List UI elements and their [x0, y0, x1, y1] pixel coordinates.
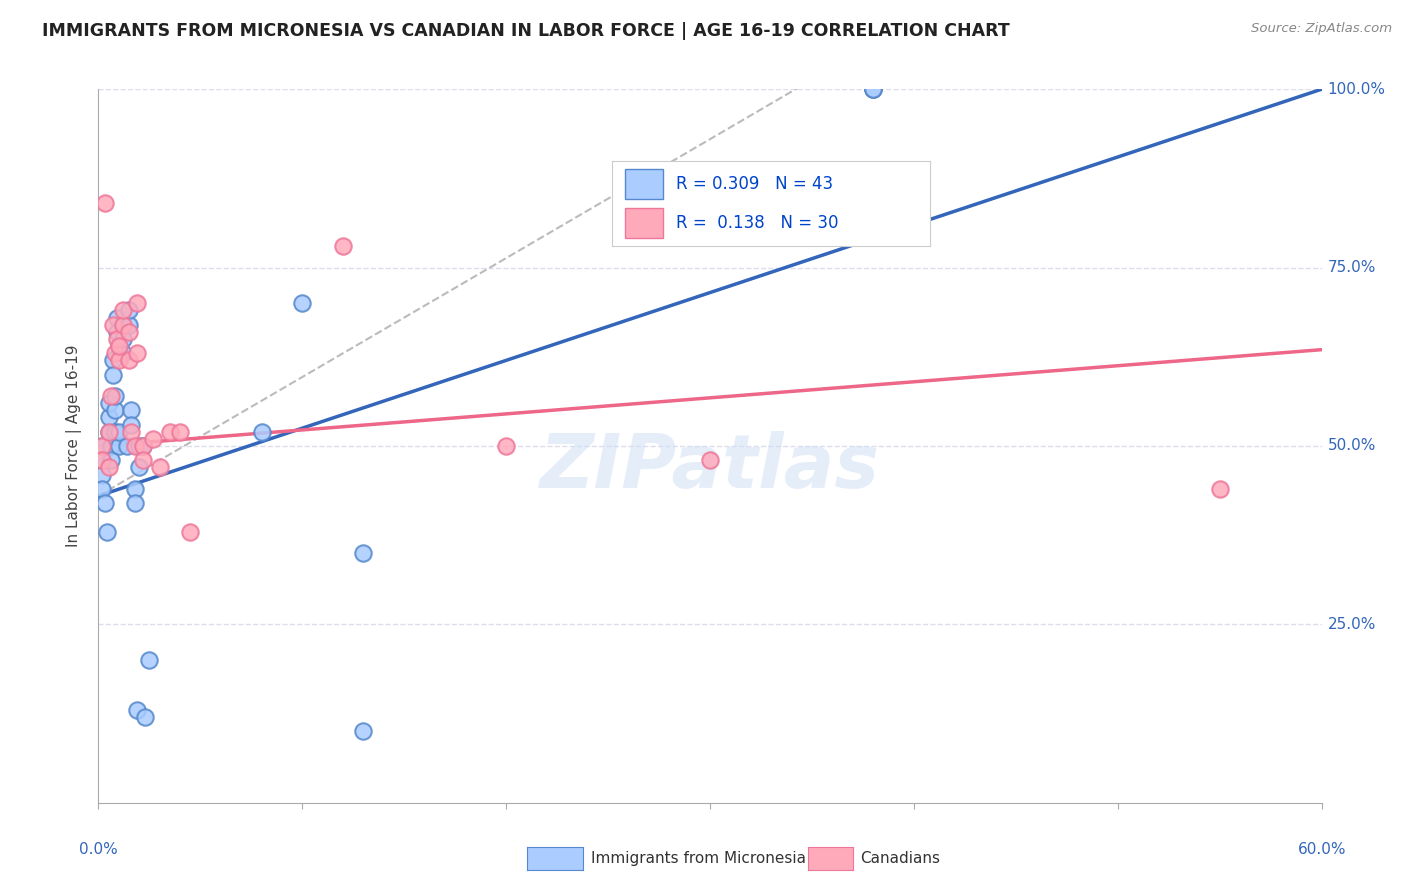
Text: R =  0.138   N = 30: R = 0.138 N = 30 — [676, 214, 838, 232]
Point — [91, 453, 114, 467]
Point — [108, 339, 131, 353]
Text: 75.0%: 75.0% — [1327, 260, 1376, 275]
Point — [91, 453, 114, 467]
Point — [97, 460, 120, 475]
Point — [96, 524, 118, 539]
Point — [105, 310, 128, 325]
Point — [332, 239, 354, 253]
Point — [111, 303, 134, 318]
Text: Source: ZipAtlas.com: Source: ZipAtlas.com — [1251, 22, 1392, 36]
Point — [118, 303, 141, 318]
Point — [97, 396, 120, 410]
Point — [120, 425, 142, 439]
Bar — [624, 169, 664, 199]
Point — [699, 453, 721, 467]
Point — [127, 346, 149, 360]
Point — [104, 389, 127, 403]
Text: IMMIGRANTS FROM MICRONESIA VS CANADIAN IN LABOR FORCE | AGE 16-19 CORRELATION CH: IMMIGRANTS FROM MICRONESIA VS CANADIAN I… — [42, 22, 1010, 40]
Point — [91, 439, 114, 453]
Point — [1209, 482, 1232, 496]
Point — [97, 425, 120, 439]
Point — [91, 439, 114, 453]
Text: 25.0%: 25.0% — [1327, 617, 1376, 632]
Point — [91, 482, 114, 496]
Point — [105, 325, 128, 339]
Point — [118, 325, 141, 339]
Point — [132, 439, 155, 453]
Point — [124, 496, 146, 510]
Point — [169, 425, 191, 439]
Text: R = 0.309   N = 43: R = 0.309 N = 43 — [676, 175, 832, 193]
Point — [111, 318, 134, 332]
Point — [159, 425, 181, 439]
Point — [105, 332, 128, 346]
Point — [134, 710, 156, 724]
Text: Immigrants from Micronesia: Immigrants from Micronesia — [591, 851, 806, 866]
Point — [352, 724, 374, 739]
Text: 100.0%: 100.0% — [1327, 82, 1386, 96]
Point — [108, 439, 131, 453]
Point — [179, 524, 201, 539]
Point — [132, 439, 155, 453]
Point — [97, 425, 120, 439]
Point — [124, 439, 146, 453]
Point — [352, 546, 374, 560]
Point — [104, 403, 127, 417]
Point — [108, 353, 131, 368]
Point — [101, 318, 124, 332]
Point — [138, 653, 160, 667]
Point — [115, 439, 138, 453]
Bar — [624, 208, 664, 237]
Point — [111, 332, 134, 346]
Point — [120, 417, 142, 432]
Point — [128, 460, 150, 475]
Point — [97, 410, 120, 425]
Text: Canadians: Canadians — [860, 851, 941, 866]
Point — [250, 425, 273, 439]
Point — [120, 403, 142, 417]
Point — [862, 82, 884, 96]
Point — [93, 496, 115, 510]
Point — [104, 425, 127, 439]
Point — [111, 346, 134, 360]
Point — [118, 318, 141, 332]
Point — [104, 346, 127, 360]
Text: 0.0%: 0.0% — [79, 842, 118, 857]
Point — [91, 467, 114, 482]
Point — [118, 353, 141, 368]
Point — [142, 432, 165, 446]
Point — [127, 703, 149, 717]
Point — [124, 482, 146, 496]
Point — [128, 439, 150, 453]
Point — [291, 296, 314, 310]
Point — [93, 196, 115, 211]
Point — [101, 368, 124, 382]
Point — [108, 425, 131, 439]
Point — [100, 453, 122, 467]
Point — [108, 339, 131, 353]
Point — [149, 460, 172, 475]
Point — [100, 389, 122, 403]
Point — [862, 82, 884, 96]
Text: ZIPatlas: ZIPatlas — [540, 431, 880, 504]
Point — [495, 439, 517, 453]
Text: 50.0%: 50.0% — [1327, 439, 1376, 453]
Point — [132, 453, 155, 467]
Point — [100, 439, 122, 453]
Y-axis label: In Labor Force | Age 16-19: In Labor Force | Age 16-19 — [66, 344, 83, 548]
Point — [101, 353, 124, 368]
Point — [127, 296, 149, 310]
Point — [862, 82, 884, 96]
Text: 60.0%: 60.0% — [1298, 842, 1346, 857]
